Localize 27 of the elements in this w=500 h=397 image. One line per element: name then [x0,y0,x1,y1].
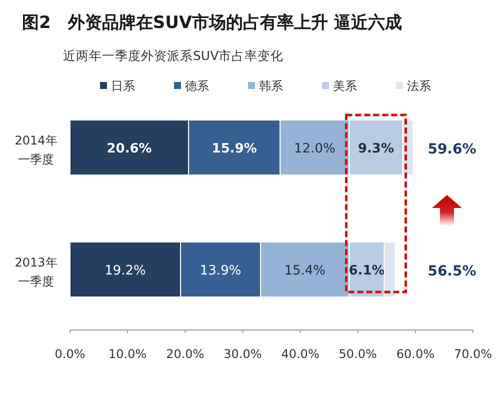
legend-label: 日系 [111,79,135,93]
x-tick-label: 0.0% [54,347,86,361]
x-tick-label: 70.0% [454,347,492,361]
x-tick-label: 10.0% [108,347,147,361]
x-tick-label: 20.0% [166,347,204,361]
data-label: 15.9% [212,142,257,156]
data-label: 13.9% [200,264,242,278]
y-tick-label: 2013年一季度 [14,256,58,288]
legend-label: 德系 [185,79,209,93]
data-label: 12.0% [294,142,336,156]
data-label: 20.6% [106,142,152,156]
x-tick-label: 30.0% [224,347,262,361]
chart-title: 图2 外资品牌在SUV市场的占有率上升 逼近六成 [22,13,402,33]
data-label: 19.2% [104,264,146,278]
data-label: 6.1% [348,264,385,278]
chart-subtitle: 近两年一季度外资派系SUV市占率变化 [63,48,284,63]
data-label: 9.3% [358,142,394,156]
legend-label: 法系 [407,79,431,93]
legend-label: 美系 [333,79,357,93]
x-tick-label: 40.0% [281,347,320,361]
data-label: 15.4% [284,264,326,278]
y-tick-label: 2014年一季度 [14,134,58,166]
total-label: 56.5% [428,264,476,280]
legend-label: 韩系 [259,79,283,93]
x-tick-label: 60.0% [396,347,434,361]
x-tick-label: 50.0% [338,347,377,361]
total-label: 59.6% [428,142,476,158]
